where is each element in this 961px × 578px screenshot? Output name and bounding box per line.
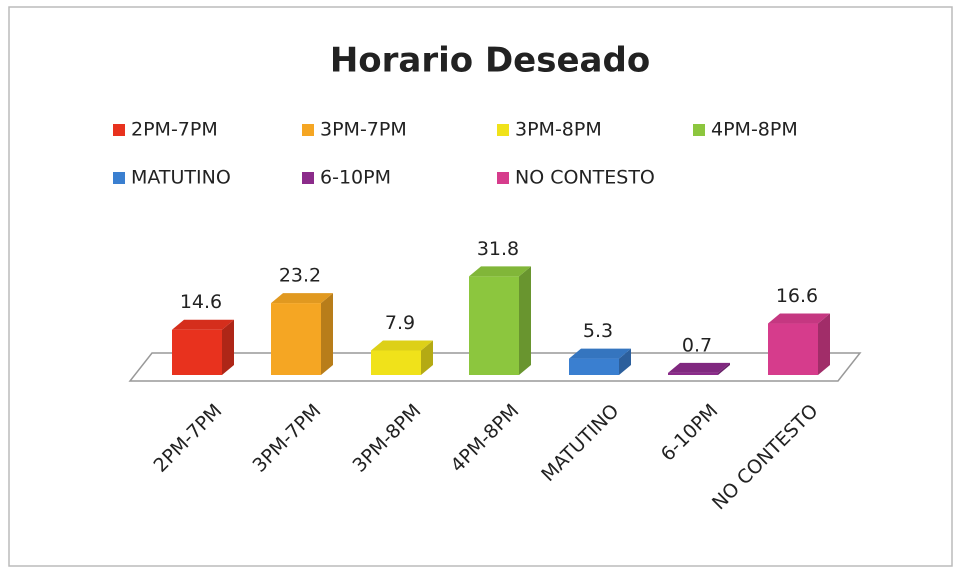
bar: [668, 372, 718, 375]
legend-label: 3PM-8PM: [515, 119, 602, 141]
legend-label: 2PM-7PM: [131, 119, 218, 141]
bar-top: [271, 293, 333, 304]
bar-side: [818, 313, 830, 375]
bar: [371, 350, 421, 375]
legend-label: 6-10PM: [320, 167, 391, 189]
legend-label: 4PM-8PM: [711, 119, 798, 141]
bar: [469, 276, 519, 375]
bar-top: [668, 362, 730, 373]
bar: [569, 358, 619, 375]
legend-swatch: [113, 124, 125, 136]
bar-top: [768, 313, 830, 324]
data-label: 31.8: [477, 238, 519, 260]
bar-side: [519, 266, 531, 375]
legend-swatch: [113, 172, 125, 184]
legend-label: 3PM-7PM: [320, 119, 407, 141]
legend-swatch: [302, 124, 314, 136]
bar: [271, 303, 321, 375]
data-label: 16.6: [776, 285, 818, 307]
bar-top: [371, 340, 433, 351]
data-label: 0.7: [682, 334, 712, 356]
chart-title: Horario Deseado: [330, 41, 650, 81]
bar-side: [222, 319, 234, 375]
bar: [768, 323, 818, 375]
bar-side: [421, 340, 433, 375]
data-label: 7.9: [385, 312, 415, 334]
bar-side: [718, 362, 730, 375]
legend-swatch: [497, 124, 509, 136]
legend-label: MATUTINO: [131, 167, 231, 189]
bar-top: [172, 319, 234, 330]
bar: [172, 329, 222, 375]
bar-side: [619, 348, 631, 375]
legend-swatch: [497, 172, 509, 184]
data-label: 5.3: [583, 320, 613, 342]
bar-top: [469, 266, 531, 277]
bar-top: [569, 348, 631, 359]
legend-swatch: [302, 172, 314, 184]
data-label: 14.6: [180, 291, 222, 313]
legend-label: NO CONTESTO: [515, 167, 655, 189]
bar-side: [321, 293, 333, 375]
legend-swatch: [693, 124, 705, 136]
data-label: 23.2: [279, 265, 321, 287]
